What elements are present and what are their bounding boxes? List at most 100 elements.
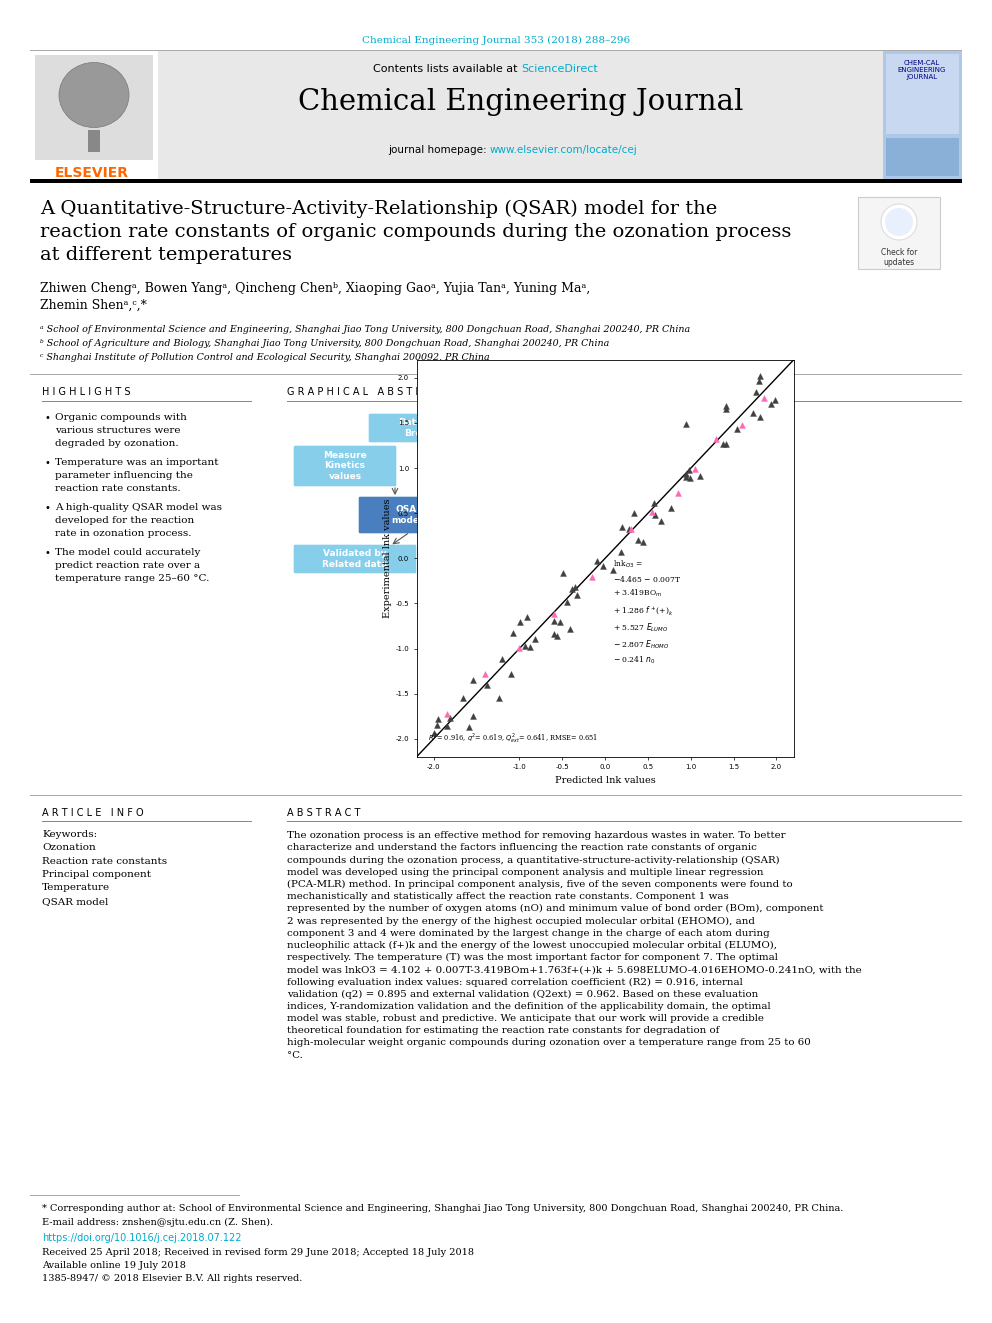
Point (679, 466, 694, 487)
Point (630, 529, 646, 550)
Text: model was lnkO3 = 4.102 + 0.007T-3.419BOm+1.763f+(+)k + 5.698ELUMO-4.016EHOMO-0.: model was lnkO3 = 4.102 + 0.007T-3.419BO… (287, 966, 862, 974)
Point (767, 389, 783, 410)
Text: ELSEVIER: ELSEVIER (55, 165, 129, 180)
Text: •: • (45, 413, 51, 423)
Point (562, 618, 578, 639)
Point (718, 396, 734, 417)
Text: characterize and understand the factors influencing the reaction rate constants : characterize and understand the factors … (287, 843, 757, 852)
Point (512, 638, 528, 659)
Point (682, 459, 697, 480)
Text: represented by the number of oxygen atoms (nO) and minimum value of bond order (: represented by the number of oxygen atom… (287, 904, 823, 913)
Point (584, 566, 600, 587)
Text: https://doi.org/10.1016/j.cej.2018.07.122: https://doi.org/10.1016/j.cej.2018.07.12… (42, 1233, 241, 1244)
Point (718, 433, 734, 454)
Point (477, 663, 493, 684)
Text: Organic compounds with: Organic compounds with (55, 413, 186, 422)
Point (687, 459, 703, 480)
Bar (30, 179, 962, 183)
Point (455, 688, 471, 709)
FancyBboxPatch shape (368, 413, 477, 443)
Point (745, 402, 761, 423)
Text: QSAR
models: QSAR models (392, 505, 429, 525)
Text: Available online 19 July 2018: Available online 19 July 2018 (42, 1261, 186, 1270)
Bar (30, 52, 158, 179)
Text: Measure
Kinetics
values: Measure Kinetics values (323, 451, 367, 480)
Point (441, 708, 457, 729)
Y-axis label: Experimental lnk values: Experimental lnk values (384, 499, 393, 618)
Text: E-mail address: znshen@sjtu.edu.cn (Z. Shen).: E-mail address: znshen@sjtu.edu.cn (Z. S… (42, 1218, 273, 1228)
Text: •: • (45, 458, 51, 468)
Text: $R^2$= 0.916, $q^2$= 0.619, $Q^2_{ext}$= 0.641, RMSE= 0.651: $R^2$= 0.916, $q^2$= 0.619, $Q^2_{ext}$=… (428, 732, 598, 745)
Text: lnk$_{O3}$ =
$-$4.465 $-$ 0.007T
+ 3.419BO$_m$
+ 1.286 $f^+$(+)$_k$
+ 5.527 $E_{: lnk$_{O3}$ = $-$4.465 $-$ 0.007T + 3.419… (613, 558, 681, 665)
Text: reaction rate constants of organic compounds during the ozonation process: reaction rate constants of organic compo… (40, 224, 792, 241)
Text: Principal component: Principal component (42, 871, 151, 878)
Point (752, 365, 768, 386)
Point (465, 669, 481, 691)
Text: A high-quality QSAR model was: A high-quality QSAR model was (55, 503, 222, 512)
Text: temperature range 25–60 °C.: temperature range 25–60 °C. (55, 574, 209, 583)
Point (670, 482, 685, 503)
Text: Zhemin Shenᵃ,ᶜ,*: Zhemin Shenᵃ,ᶜ,* (40, 299, 147, 312)
Text: The model could accurately: The model could accurately (55, 548, 200, 557)
Bar (858, 197, 940, 269)
Text: compounds during the ozonation process, a quantitative-structure-activity-relati: compounds during the ozonation process, … (287, 856, 780, 864)
Text: theoretical foundation for estimating the reaction rate constants for degradatio: theoretical foundation for estimating th… (287, 1027, 719, 1035)
Point (460, 716, 476, 737)
Text: component 3 and 4 were dominated by the largest change in the charge of each ato: component 3 and 4 were dominated by the … (287, 929, 770, 938)
Point (519, 606, 535, 627)
X-axis label: Predicted lnk values: Predicted lnk values (555, 777, 656, 785)
Point (549, 626, 564, 647)
Point (547, 623, 562, 644)
Point (546, 603, 561, 624)
Point (645, 501, 661, 523)
Text: ᵃ School of Environmental Science and Engineering, Shanghai Jiao Tong University: ᵃ School of Environmental Science and En… (40, 325, 690, 333)
Text: ScienceDirect: ScienceDirect (521, 64, 598, 74)
Point (729, 418, 745, 439)
Point (679, 463, 694, 484)
Text: PCA-MLR
Analysis: PCA-MLR Analysis (482, 456, 528, 476)
Text: at different temperatures: at different temperatures (40, 246, 292, 265)
Text: respectively. The temperature (T) was the most important factor for component 7.: respectively. The temperature (T) was th… (287, 953, 778, 962)
Text: H I G H L I G H T S: H I G H L I G H T S (42, 388, 131, 397)
Point (734, 415, 750, 437)
Text: Contents lists available at: Contents lists available at (373, 64, 521, 74)
Text: •: • (45, 503, 51, 513)
Text: G R A P H I C A L   A B S T R A C T: G R A P H I C A L A B S T R A C T (287, 388, 451, 397)
Point (763, 394, 779, 415)
Point (613, 541, 629, 562)
Text: model was stable, robust and predictive. We anticipate that our work will provid: model was stable, robust and predictive.… (287, 1013, 764, 1023)
Point (647, 492, 663, 513)
Text: Keywords:: Keywords: (42, 830, 97, 839)
Point (647, 504, 663, 525)
Point (547, 611, 562, 632)
Text: various structures were: various structures were (55, 426, 181, 435)
FancyBboxPatch shape (293, 544, 417, 574)
Point (505, 622, 521, 643)
Text: journal homepage:: journal homepage: (388, 146, 490, 155)
Point (708, 429, 724, 450)
Text: ᶜ Shanghai Institute of Pollution Control and Ecological Security, Shanghai 2000: ᶜ Shanghai Institute of Pollution Contro… (40, 353, 490, 363)
Text: Reaction rate constants: Reaction rate constants (42, 856, 167, 865)
Text: Validated by
Related data: Validated by Related data (322, 549, 388, 569)
Text: parameter influencing the: parameter influencing the (55, 471, 192, 480)
Point (756, 388, 772, 409)
Point (588, 550, 604, 572)
Point (522, 636, 538, 658)
Bar (886, 54, 959, 134)
Text: nucleophilic attack (f+)k and the energy of the lowest unoccupied molecular orbi: nucleophilic attack (f+)k and the energy… (287, 941, 777, 950)
Text: Check for
updates: Check for updates (881, 247, 918, 267)
Text: mechanistically and statistically affect the reaction rate constants. Component : mechanistically and statistically affect… (287, 892, 729, 901)
Text: * Corresponding author at: School of Environmental Science and Engineering, Shan: * Corresponding author at: School of Env… (42, 1204, 843, 1213)
Point (654, 511, 670, 532)
Text: degraded by ozonation.: degraded by ozonation. (55, 439, 179, 448)
Point (426, 722, 441, 744)
Text: 1385-8947/ © 2018 Elsevier B.V. All rights reserved.: 1385-8947/ © 2018 Elsevier B.V. All righ… (42, 1274, 303, 1283)
Point (718, 398, 734, 419)
Text: Chemical Engineering Journal: Chemical Engineering Journal (299, 89, 744, 116)
Text: high-molecular weight organic compounds during ozonation over a temperature rang: high-molecular weight organic compounds … (287, 1039, 810, 1048)
Bar (158, 52, 883, 179)
Text: www.elsevier.com/locate/cej: www.elsevier.com/locate/cej (490, 146, 638, 155)
Text: QSAR model: QSAR model (42, 897, 108, 906)
Text: model was developed using the principal component analysis and multiple linear r: model was developed using the principal … (287, 868, 764, 877)
Circle shape (881, 204, 917, 239)
